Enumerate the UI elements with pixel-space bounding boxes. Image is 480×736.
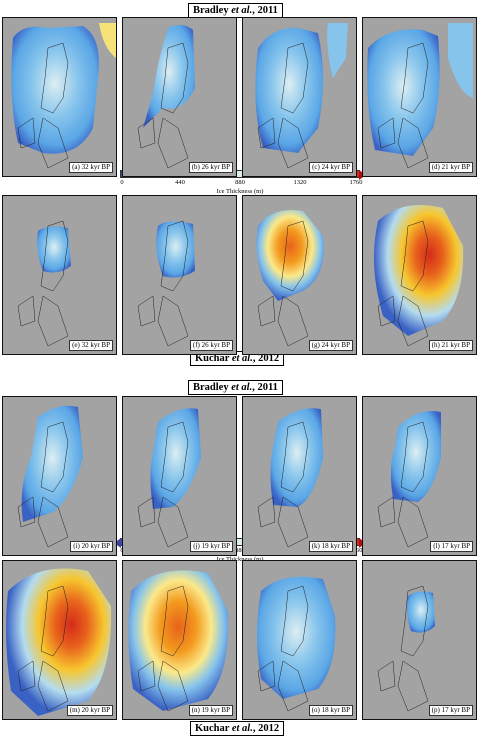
panel-label: (i) 20 kyr BP <box>70 541 113 552</box>
panel-label: (b) 26 kyr BP <box>188 162 233 173</box>
panel-label: (c) 24 kyr BP <box>309 162 353 173</box>
heading-kuchar-bottom: Kuchar et al., 2012 <box>190 721 285 736</box>
map-panel-p: (p) 17 kyr BP <box>362 560 477 720</box>
colorbar-tick: 0 <box>120 179 124 186</box>
panel-label: (o) 18 kyr BP <box>308 705 353 716</box>
map-panel-c: (c) 24 kyr BP <box>242 17 357 177</box>
map-panel-a: (a) 32 kyr BP <box>2 17 117 177</box>
colorbar-label: Ice Thickness (m) <box>216 188 264 195</box>
map-panel-f: (f) 26 kyr BP <box>122 195 237 355</box>
colorbar-label: Ice Thickness (m) <box>216 556 264 563</box>
panel-label: (p) 17 kyr BP <box>428 705 473 716</box>
panel-label: (e) 32 kyr BP <box>69 340 113 351</box>
panel-label: (g) 24 kyr BP <box>308 340 353 351</box>
map-panel-j: (j) 19 kyr BP <box>122 396 237 556</box>
map-panel-e: (e) 32 kyr BP <box>2 195 117 355</box>
panel-label: (a) 32 kyr BP <box>69 162 113 173</box>
map-panel-m: (m) 20 kyr BP <box>2 560 117 720</box>
map-panel-k: (k) 18 kyr BP <box>242 396 357 556</box>
panel-label: (l) 17 kyr BP <box>430 541 473 552</box>
panel-label: (n) 19 kyr BP <box>188 705 233 716</box>
panel-label: (m) 20 kyr BP <box>66 705 113 716</box>
colorbar-tick: 880 <box>235 179 245 186</box>
map-panel-i: (i) 20 kyr BP <box>2 396 117 556</box>
colorbar-tick: 880 <box>235 547 245 554</box>
panel-label: (j) 19 kyr BP <box>190 541 233 552</box>
heading-bradley-bottom: Bradley et al., 2011 <box>188 380 283 395</box>
panel-label: (h) 21 kyr BP <box>428 340 473 351</box>
map-panel-n: (n) 19 kyr BP <box>122 560 237 720</box>
map-panel-g: (g) 24 kyr BP <box>242 195 357 355</box>
colorbar-tick: 440 <box>175 179 185 186</box>
panel-label: (f) 26 kyr BP <box>189 340 233 351</box>
colorbar-tick: 1320 <box>293 179 307 186</box>
map-panel-l: (l) 17 kyr BP <box>362 396 477 556</box>
panel-label: (k) 18 kyr BP <box>308 541 353 552</box>
panel-label: (d) 21 kyr BP <box>428 162 473 173</box>
map-panel-o: (o) 18 kyr BP <box>242 560 357 720</box>
heading-bradley-top: Bradley et al., 2011 <box>188 3 283 18</box>
map-panel-h: (h) 21 kyr BP <box>362 195 477 355</box>
map-panel-b: (b) 26 kyr BP <box>122 17 237 177</box>
colorbar-tick: 1760 <box>349 179 363 186</box>
map-panel-d: (d) 21 kyr BP <box>362 17 477 177</box>
